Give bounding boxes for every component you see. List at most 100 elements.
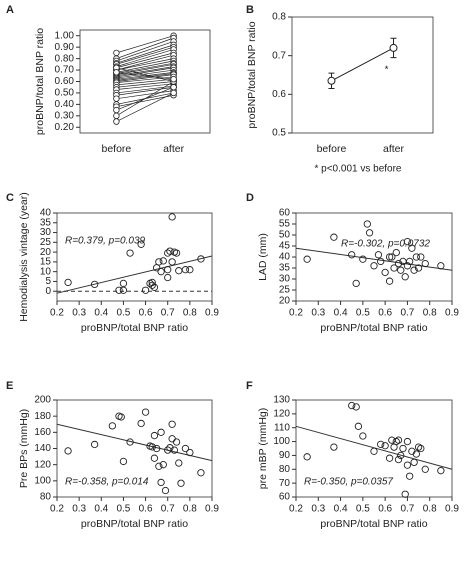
y-tick-label: 100 bbox=[34, 475, 51, 486]
y-axis-label: LAD (mm) bbox=[257, 233, 269, 281]
point bbox=[108, 422, 117, 430]
point bbox=[381, 268, 389, 277]
y-tick-label: 140 bbox=[34, 443, 51, 454]
pair-line bbox=[116, 83, 174, 90]
y-tick-label: 1.00 bbox=[55, 30, 75, 41]
point bbox=[408, 244, 416, 252]
point bbox=[414, 264, 423, 272]
y-tick-label: 30 bbox=[279, 274, 291, 285]
pair-line bbox=[116, 69, 174, 79]
point bbox=[157, 268, 165, 276]
y-tick-label: 50 bbox=[279, 230, 291, 241]
point bbox=[385, 277, 394, 285]
x-tick-label: after bbox=[383, 143, 405, 155]
x-tick-label: 0.5 bbox=[356, 504, 370, 515]
point bbox=[166, 444, 174, 452]
point bbox=[370, 262, 378, 270]
point bbox=[150, 431, 159, 440]
point bbox=[348, 251, 356, 259]
y-tick-label: 60 bbox=[279, 208, 291, 219]
y-tick-label: 0.50 bbox=[55, 88, 75, 99]
x-axis-label: proBNP/total BNP ratio bbox=[320, 322, 427, 334]
point bbox=[388, 436, 396, 444]
y-tick-label: 35 bbox=[40, 217, 52, 228]
point bbox=[352, 279, 360, 288]
panel-letter: C bbox=[6, 192, 14, 204]
point bbox=[186, 266, 194, 274]
point bbox=[403, 262, 412, 270]
point bbox=[113, 69, 120, 76]
y-tick-label: 25 bbox=[279, 285, 291, 296]
point bbox=[113, 49, 120, 57]
plot-frame bbox=[56, 212, 213, 302]
pair-line bbox=[116, 41, 174, 62]
x-tick-label: 0.2 bbox=[289, 308, 303, 319]
pair-line bbox=[116, 58, 174, 71]
point bbox=[168, 213, 176, 221]
point bbox=[390, 264, 398, 272]
plot-frame bbox=[291, 16, 434, 134]
y-tick-label: 0 bbox=[45, 286, 51, 297]
point bbox=[159, 461, 167, 469]
panel-letter: D bbox=[246, 192, 254, 204]
y-tick-label: 200 bbox=[34, 395, 51, 406]
point bbox=[363, 220, 371, 228]
point bbox=[392, 437, 400, 446]
pair-line bbox=[116, 62, 174, 74]
annotation: * bbox=[385, 65, 389, 76]
point bbox=[414, 443, 423, 451]
point bbox=[354, 422, 363, 430]
pair-line bbox=[116, 60, 174, 73]
point bbox=[303, 453, 311, 461]
point bbox=[126, 249, 134, 257]
x-tick-label: 0.3 bbox=[72, 504, 86, 515]
point bbox=[403, 237, 412, 246]
annotation: R=-0.358, p=0.014 bbox=[65, 477, 149, 488]
point bbox=[421, 259, 429, 268]
point bbox=[115, 286, 123, 294]
y-axis-label: Hemodialysis vintage (year) bbox=[18, 192, 30, 322]
y-tick-label: 0.8 bbox=[272, 12, 286, 23]
point bbox=[365, 229, 374, 237]
point bbox=[148, 443, 156, 451]
point bbox=[403, 461, 412, 469]
point bbox=[164, 266, 172, 274]
point bbox=[397, 266, 405, 274]
pair-line bbox=[116, 63, 174, 75]
point bbox=[141, 408, 150, 416]
point bbox=[148, 278, 156, 287]
y-tick-label: 0.80 bbox=[55, 53, 75, 64]
y-tick-label: 60 bbox=[279, 492, 291, 503]
y-tick-label: 0.20 bbox=[55, 122, 75, 133]
point bbox=[170, 76, 177, 83]
point bbox=[170, 84, 177, 91]
y-tick-label: 20 bbox=[40, 247, 52, 258]
y-tick-label: 45 bbox=[279, 241, 291, 252]
point bbox=[197, 469, 205, 477]
y-tick-label: 110 bbox=[274, 422, 290, 433]
x-axis-label: proBNP/total BNP ratio bbox=[81, 322, 188, 334]
y-tick-label: 90 bbox=[279, 450, 291, 461]
y-tick-label: 55 bbox=[279, 219, 291, 230]
x-tick-label: 0.7 bbox=[161, 308, 175, 319]
y-tick-label: 120 bbox=[273, 408, 290, 419]
pair-line bbox=[116, 86, 174, 96]
x-tick-label: 0.9 bbox=[205, 308, 219, 319]
point bbox=[172, 249, 181, 257]
point bbox=[157, 478, 165, 487]
mean-point bbox=[327, 76, 336, 85]
point bbox=[168, 435, 176, 443]
x-tick-label: 0.8 bbox=[183, 308, 197, 319]
y-tick-label: 0.7 bbox=[272, 50, 286, 61]
plot-frame bbox=[295, 399, 453, 498]
x-tick-label: 0.3 bbox=[72, 308, 86, 319]
point bbox=[168, 258, 176, 266]
x-tick-label: 0.7 bbox=[161, 504, 175, 515]
pair-line bbox=[116, 67, 174, 82]
x-axis-label: proBNP/total BNP ratio bbox=[81, 518, 188, 530]
y-tick-label: 100 bbox=[273, 436, 290, 447]
point bbox=[119, 279, 128, 288]
trend-line bbox=[56, 423, 213, 462]
y-tick-label: 15 bbox=[40, 257, 52, 268]
